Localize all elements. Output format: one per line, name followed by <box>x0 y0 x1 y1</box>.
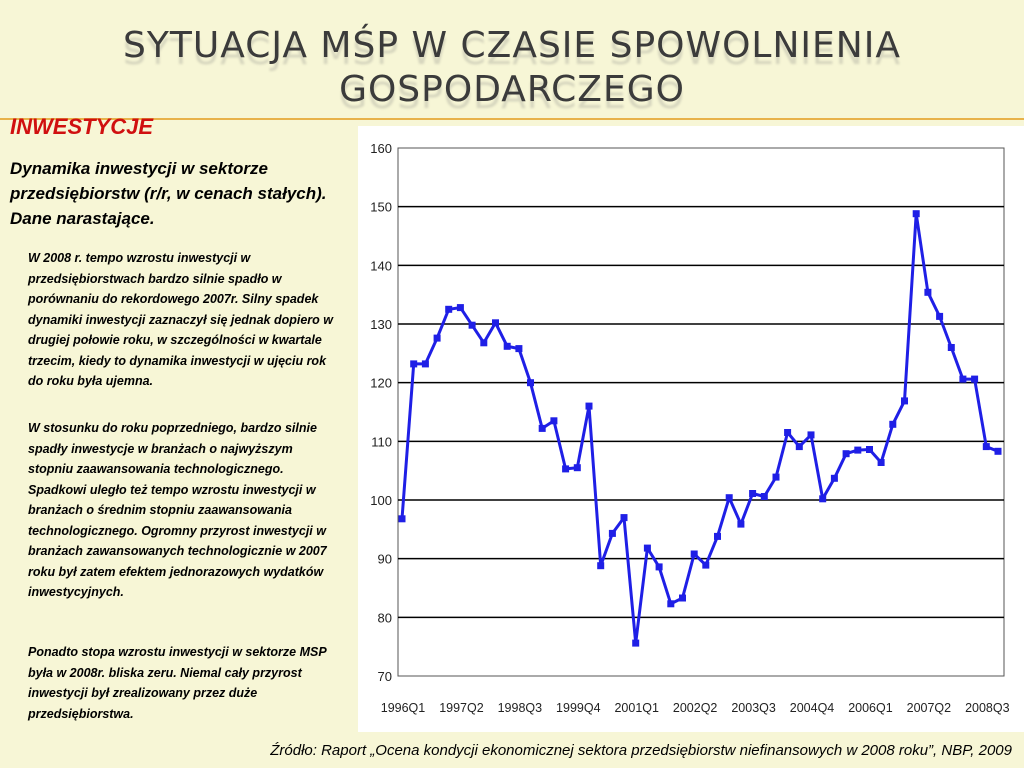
data-point-35 <box>807 431 815 439</box>
data-point-24 <box>679 594 686 602</box>
data-point-16 <box>585 402 593 410</box>
x-tick-label-1998Q3: 1998Q3 <box>498 701 543 715</box>
y-tick-label-70: 70 <box>378 669 392 684</box>
data-point-27 <box>714 532 721 540</box>
data-point-42 <box>889 420 897 428</box>
data-point-22 <box>655 563 663 571</box>
data-point-37 <box>830 474 838 482</box>
section-heading: INWESTYCJE <box>10 114 154 139</box>
data-point-34 <box>795 443 803 451</box>
data-point-43 <box>901 397 908 405</box>
y-tick-label-130: 130 <box>370 317 392 332</box>
data-point-36 <box>819 495 827 503</box>
y-tick-label-100: 100 <box>370 493 392 508</box>
slide-title-line1: Sytuacja MŚP w czasie spowolnienia <box>123 25 901 66</box>
data-point-51 <box>994 447 1002 455</box>
paragraph-msp-investment: Ponadto stopa wzrostu inwestycji w sekto… <box>28 645 327 721</box>
x-tick-label-2003Q3: 2003Q3 <box>731 701 776 715</box>
data-point-10 <box>515 345 523 353</box>
data-point-40 <box>866 446 873 453</box>
data-point-7 <box>480 339 488 347</box>
plot-area <box>397 147 1005 677</box>
title-divider <box>0 118 1024 120</box>
data-point-8 <box>492 319 499 327</box>
data-point-44 <box>912 210 920 218</box>
data-point-5 <box>456 304 464 312</box>
slide-title-line2: gospodarczego <box>339 69 685 110</box>
data-point-3 <box>433 334 441 342</box>
y-tick-label-80: 80 <box>378 610 392 625</box>
data-point-38 <box>842 450 850 458</box>
y-tick-label-90: 90 <box>378 552 392 567</box>
data-point-1 <box>410 360 418 368</box>
paragraph-2008-investment: W 2008 r. tempo wzrostu inwestycji w prz… <box>28 251 333 388</box>
x-tick-label-2004Q4: 2004Q4 <box>790 701 835 715</box>
y-tick-label-140: 140 <box>370 258 392 273</box>
investment-dynamics-chart: 70 80 90 100 110 120 130 140 150 160 1996Q1 1997Q2 1… <box>358 126 1024 732</box>
x-tick-label-1997Q2: 1997Q2 <box>439 701 484 715</box>
x-tick-label-2001Q1: 2001Q1 <box>614 701 659 715</box>
data-point-20 <box>632 639 640 647</box>
data-point-13 <box>550 417 558 425</box>
data-point-14 <box>562 465 570 473</box>
data-point-50 <box>982 443 990 451</box>
data-point-0 <box>398 515 406 523</box>
data-point-47 <box>947 344 955 351</box>
data-point-33 <box>784 429 792 436</box>
data-point-12 <box>538 424 546 432</box>
data-point-48 <box>959 375 967 383</box>
slide-title: Sytuacja MŚP w czasie spowolnienia gospo… <box>0 24 1024 112</box>
data-point-25 <box>690 550 698 558</box>
data-point-6 <box>468 321 476 329</box>
data-point-28 <box>725 494 733 502</box>
data-point-39 <box>854 446 862 454</box>
data-point-45 <box>924 288 932 296</box>
data-point-11 <box>527 379 534 387</box>
data-point-23 <box>667 600 675 608</box>
data-point-30 <box>749 490 757 497</box>
chart-svg: 70 80 90 100 110 120 130 140 150 160 1996Q1 1997Q2 1… <box>370 141 1010 715</box>
data-point-31 <box>760 493 768 500</box>
data-point-18 <box>608 529 616 537</box>
data-point-21 <box>643 544 651 552</box>
series-line <box>400 212 999 645</box>
data-point-15 <box>573 464 581 472</box>
data-point-4 <box>445 305 453 313</box>
data-point-49 <box>971 375 979 383</box>
data-point-2 <box>421 360 429 368</box>
data-point-41 <box>877 459 885 466</box>
x-tick-label-2006Q1: 2006Q1 <box>848 701 893 715</box>
x-tick-label-2007Q2: 2007Q2 <box>907 701 952 715</box>
data-point-19 <box>620 514 628 522</box>
data-point-9 <box>503 342 511 350</box>
y-tick-label-110: 110 <box>371 434 392 449</box>
y-tick-label-150: 150 <box>370 200 392 215</box>
y-tick-label-120: 120 <box>370 376 392 391</box>
source-note: Źródło: Raport „Ocena kondycji ekonomicz… <box>270 742 1012 759</box>
x-tick-label-2008Q3: 2008Q3 <box>965 701 1010 715</box>
x-tick-label-1999Q4: 1999Q4 <box>556 701 601 715</box>
x-tick-label-1996Q1: 1996Q1 <box>381 701 426 715</box>
data-point-26 <box>702 561 710 569</box>
data-point-46 <box>936 312 944 320</box>
x-tick-label-2002Q2: 2002Q2 <box>673 701 718 715</box>
data-point-29 <box>737 520 745 528</box>
chart-subtitle: Dynamika inwestycji w sektorze przedsięb… <box>10 159 327 228</box>
data-point-17 <box>597 562 605 570</box>
y-tick-label-160: 160 <box>370 141 392 156</box>
paragraph-industry-investment: W stosunku do roku poprzedniego, bardzo … <box>28 421 327 599</box>
data-point-32 <box>772 473 780 481</box>
